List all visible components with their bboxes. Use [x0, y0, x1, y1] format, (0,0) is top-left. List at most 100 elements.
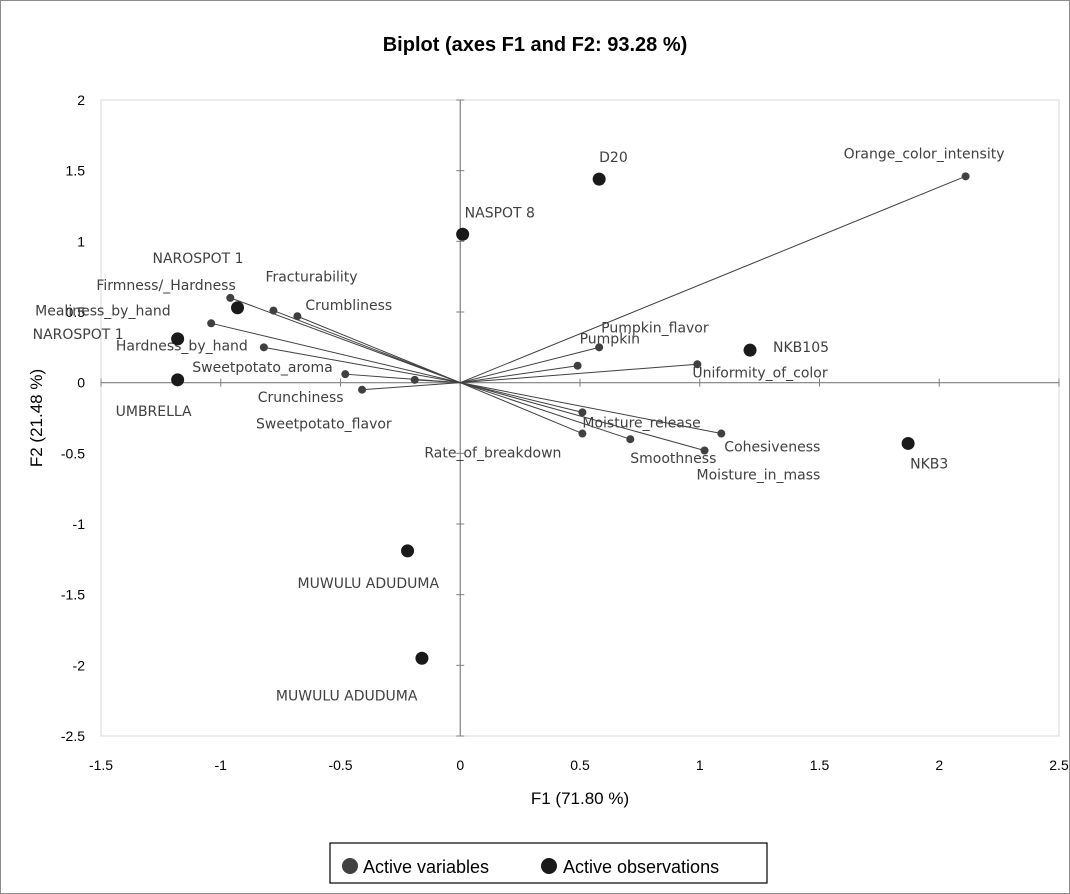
x-tick-label: 2 — [935, 757, 943, 773]
variable-point — [578, 408, 587, 417]
variable-label: Crunchiness — [258, 390, 344, 406]
variable-vector — [297, 315, 461, 384]
variable-label: Uniformity_of_color — [692, 365, 828, 381]
observation-point — [592, 172, 606, 186]
axes: -1.5 -1 -0.5 0 0.5 1 1.5 2 2.5 -2.5 -2 -1.5 -1 -0.5 0 0… — [61, 92, 1069, 773]
chart-title: Biplot (axes F1 and F2: 93.28 %) — [383, 34, 688, 56]
y-tick-label: 1 — [77, 233, 85, 249]
variable-vector — [460, 175, 966, 384]
observation-label: D20 — [599, 150, 628, 166]
variable-label: Firmness/_Hardness — [96, 278, 235, 294]
variable-vector — [460, 363, 698, 384]
variable-label: Mealiness_by_hand — [35, 303, 171, 319]
x-tick-label: 0 — [456, 757, 464, 773]
variable-point — [595, 343, 604, 352]
observation-point — [171, 332, 185, 346]
observation-points: D20 NASPOT 8 NAROSPOT 1 NAROSPOT 1 UMBRELLA N… — [33, 150, 949, 704]
variable-vector — [263, 346, 461, 384]
y-tick-label: -1.5 — [61, 587, 85, 603]
y-tick-label: 0 — [77, 375, 85, 391]
variable-vector — [460, 365, 578, 384]
x-tick-label: 1 — [696, 757, 704, 773]
variable-point — [700, 446, 709, 455]
legend-marker-variables — [342, 858, 358, 874]
y-axis-title: F2 (21.48 %) — [27, 369, 46, 467]
variable-vector — [362, 382, 461, 391]
legend: Active variables Active observations — [329, 842, 768, 884]
variable-vector — [211, 322, 461, 384]
variable-vector — [414, 379, 461, 384]
observation-label: MUWULU ADUDUMA — [276, 688, 418, 704]
x-tick-label: 2.5 — [1049, 757, 1069, 773]
observation-label: MUWULU ADUDUMA — [298, 576, 440, 592]
x-axis-title: F1 (71.80 %) — [531, 789, 629, 808]
variable-label: Sweetpotato_flavor — [256, 417, 392, 433]
plot-area — [100, 99, 1060, 737]
variable-point — [226, 293, 235, 302]
variable-vector — [460, 382, 705, 451]
observation-point — [456, 227, 470, 241]
variable-point — [573, 361, 582, 370]
x-tick-label: -0.5 — [328, 757, 352, 773]
variable-point — [410, 375, 419, 384]
variable-point — [717, 429, 726, 438]
x-tick-label: 0.5 — [570, 757, 590, 773]
variable-vector — [460, 382, 722, 435]
variable-point — [693, 360, 702, 369]
legend-marker-observations — [541, 858, 557, 874]
legend-label-variables: Active variables — [363, 857, 489, 877]
variable-label: Sweetpotato_aroma — [192, 360, 332, 376]
variable-label: Pumpkin_flavor — [601, 320, 709, 336]
variable-label: Moisture_in_mass — [697, 468, 821, 484]
variable-vector — [230, 297, 461, 384]
y-tick-label: 1.5 — [66, 163, 86, 179]
variable-point — [961, 172, 970, 181]
x-tick-label: -1 — [215, 757, 228, 773]
observation-point — [231, 301, 245, 315]
observation-label: NAROSPOT 1 — [153, 251, 244, 267]
variable-label: Fracturability — [265, 270, 357, 286]
observation-point — [743, 343, 757, 357]
variable-point — [269, 306, 278, 315]
variable-point — [293, 312, 302, 321]
variable-label: Rate_of_breakdown — [424, 446, 561, 462]
observation-point — [901, 436, 915, 450]
y-tick-label: 0.5 — [66, 304, 86, 320]
variable-vectors: Orange_color_intensity Firmness/_Hardness… — [35, 146, 1004, 483]
variable-label: Hardness_by_hand — [116, 338, 248, 354]
variable-label: Smoothness — [630, 451, 716, 467]
observation-point — [401, 544, 415, 558]
observation-label: NKB105 — [773, 340, 829, 356]
variable-point — [626, 435, 635, 444]
variable-label: Cohesiveness — [724, 440, 820, 456]
x-tick-label: -1.5 — [89, 757, 113, 773]
observation-point — [171, 373, 185, 387]
variable-vector — [460, 346, 600, 384]
legend-label-observations: Active observations — [563, 857, 719, 877]
variable-vector — [460, 382, 631, 440]
variable-label: Orange_color_intensity — [844, 146, 1005, 162]
y-tick-label: -1 — [73, 516, 86, 532]
variable-point — [358, 385, 367, 394]
y-tick-label: -0.5 — [61, 445, 85, 461]
variable-label: Pumpkin — [580, 332, 640, 348]
observation-label: NKB3 — [910, 456, 948, 472]
variable-point — [341, 370, 350, 379]
variable-vector — [460, 382, 583, 435]
variable-vector — [460, 382, 583, 413]
observation-label: UMBRELLA — [116, 404, 192, 420]
y-tick-label: -2 — [73, 657, 86, 673]
observation-label: NASPOT 8 — [465, 205, 535, 221]
y-tick-label: -2.5 — [61, 728, 85, 744]
variable-point — [207, 319, 216, 328]
y-tick-label: 2 — [77, 92, 85, 108]
variable-point — [259, 343, 268, 352]
observation-point — [415, 651, 429, 665]
variable-vector — [273, 310, 461, 384]
variable-label: Crumbliness — [305, 298, 392, 314]
x-tick-label: 1.5 — [810, 757, 830, 773]
observation-label: NAROSPOT 1 — [33, 327, 124, 343]
variable-point — [578, 429, 587, 438]
